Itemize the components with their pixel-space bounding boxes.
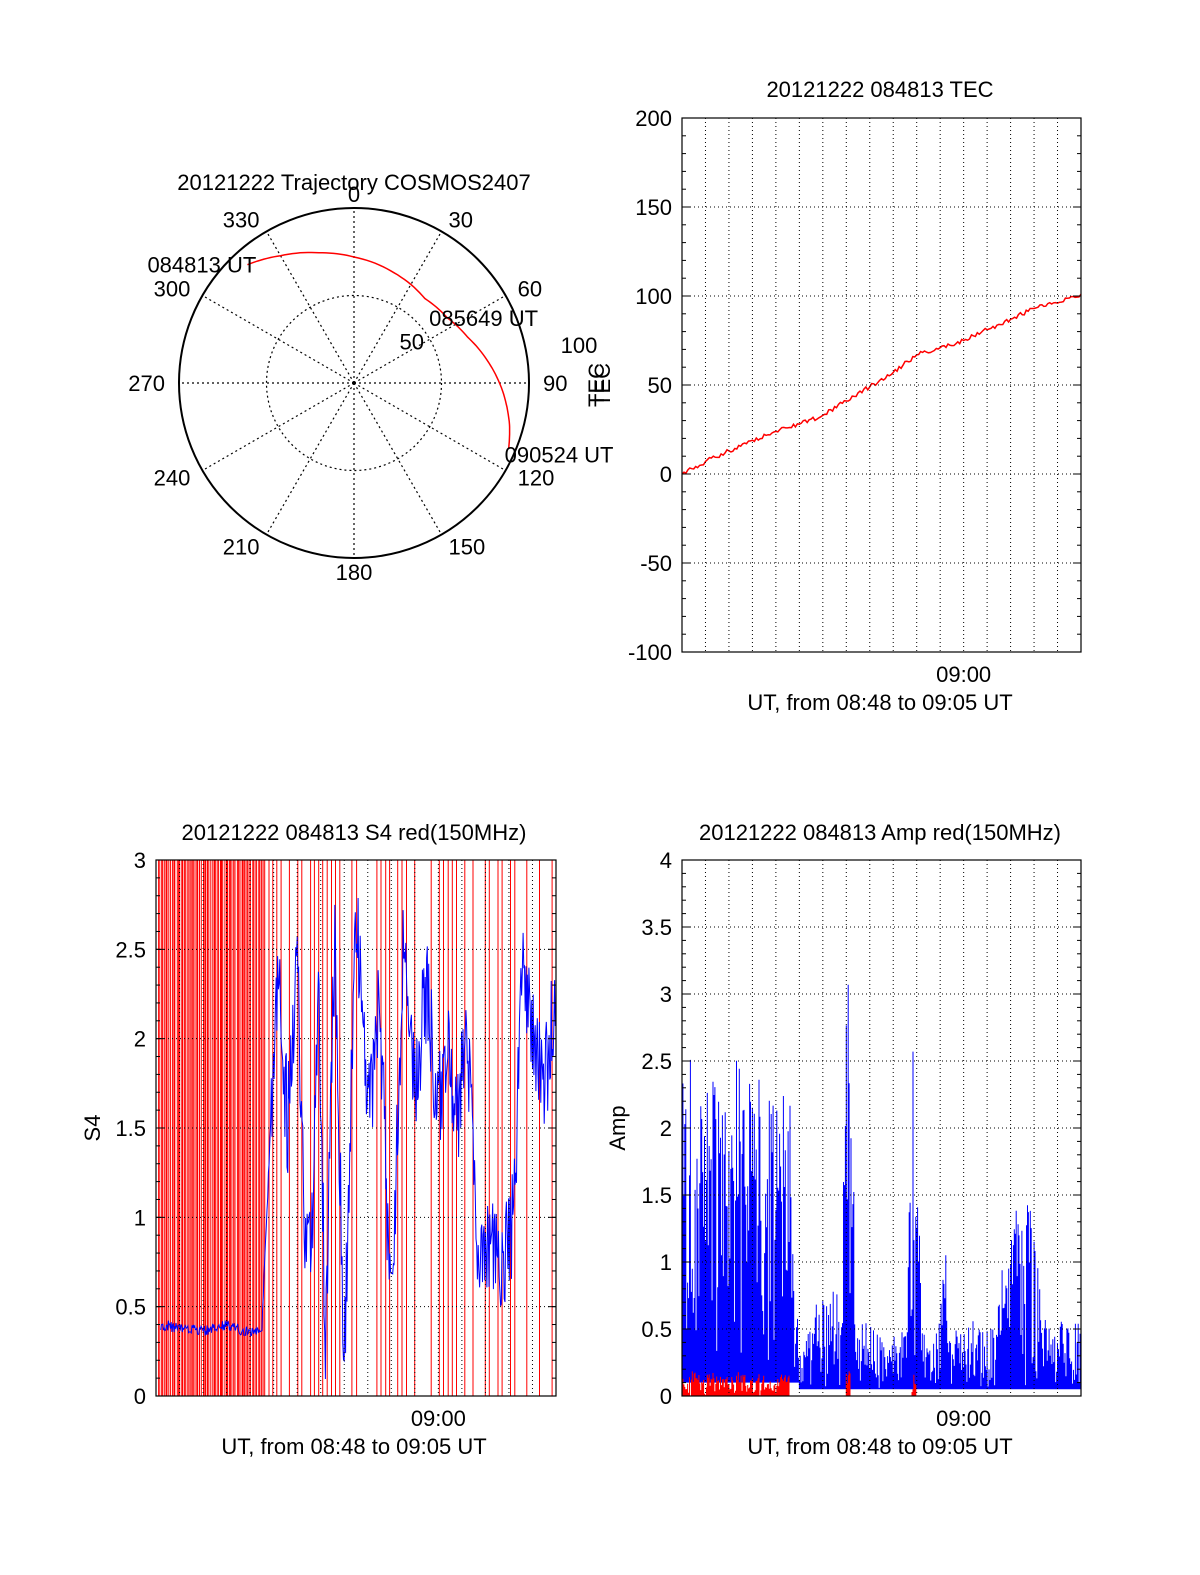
polar-spoke xyxy=(353,294,506,384)
polar-outer-circle xyxy=(178,207,530,559)
y-tick-label: 3 xyxy=(660,982,672,1007)
trajectory-panel: 20121222 Trajectory COSMOS2407 0 30 60 90 12… xyxy=(128,170,613,585)
s4-xlabel: UT, from 08:48 to 09:05 UT xyxy=(221,1434,486,1459)
y-tick-label: 0.5 xyxy=(641,1317,672,1342)
azimuth-label: 90 xyxy=(543,371,567,396)
y-tick-label: 2 xyxy=(660,1116,672,1141)
elevation-ring-label: 100 xyxy=(561,333,598,358)
y-tick-label: 4 xyxy=(660,848,672,873)
tec-plot-area: -100 -50 0 50 100 150 200 09:00 TEC xyxy=(590,106,1082,687)
y-tick-label: 50 xyxy=(648,373,672,398)
polar-spoke xyxy=(265,231,355,384)
azimuth-label: 0 xyxy=(348,182,360,207)
y-tick-label: 0.5 xyxy=(115,1295,146,1320)
x-tick-label: 09:00 xyxy=(411,1406,466,1431)
amp-xlabel: UT, from 08:48 to 09:05 UT xyxy=(747,1434,1012,1459)
azimuth-label: 270 xyxy=(128,371,165,396)
radial-axis-label: TEC xyxy=(584,363,609,407)
y-tick-label: -100 xyxy=(628,640,672,665)
s4-plot-area: 0 0.5 1 1.5 2 2.5 3 09:00 xyxy=(115,848,557,1431)
azimuth-label: 30 xyxy=(449,207,473,232)
polar-spoke xyxy=(202,294,355,384)
amp-plot-area: 0 0.5 1 1.5 2 2.5 3 3.5 4 09:00 xyxy=(641,848,1082,1431)
trajectory-track xyxy=(247,251,511,449)
plot-frame xyxy=(681,859,1082,1397)
elevation-ring-label: 50 xyxy=(400,329,424,354)
tec-xlabel: UT, from 08:48 to 09:05 UT xyxy=(747,690,1012,715)
y-tick-label: 1.5 xyxy=(115,1116,146,1141)
y-tick-label: 100 xyxy=(635,284,672,309)
x-tick-label: 09:00 xyxy=(936,662,991,687)
plot-frame xyxy=(155,859,557,1397)
series-line-0 xyxy=(682,293,1081,475)
y-tick-label: 2 xyxy=(134,1027,146,1052)
polar-spoke xyxy=(353,231,443,384)
y-tick-label: 2.5 xyxy=(115,937,146,962)
time-annotation: 090524 UT xyxy=(505,443,614,468)
y-tick-label: 0 xyxy=(660,1384,672,1409)
tec-title: 20121222 084813 TEC xyxy=(766,77,993,102)
y-tick-label: 2.5 xyxy=(641,1049,672,1074)
s4-ylabel: S4 xyxy=(80,1115,105,1142)
plot-clip-group xyxy=(682,984,1081,1396)
x-tick-label: 09:00 xyxy=(936,1406,991,1431)
amp-ylabel: Amp xyxy=(605,1105,630,1150)
amp-series-0 xyxy=(682,984,1081,1390)
plot-clip-group xyxy=(682,293,1081,475)
polar-spoke xyxy=(353,382,506,472)
y-tick-label: 150 xyxy=(635,195,672,220)
y-tick-label: 200 xyxy=(635,106,672,131)
azimuth-label: 240 xyxy=(154,466,191,491)
azimuth-label: 330 xyxy=(223,207,260,232)
azimuth-label: 180 xyxy=(336,560,373,585)
s4-panel: 20121222 084813 S4 red(150MHz) UT, from … xyxy=(80,820,557,1459)
azimuth-label: 60 xyxy=(518,277,542,302)
tec-ylabel: TEC xyxy=(590,363,615,407)
y-tick-label: 0 xyxy=(134,1384,146,1409)
y-tick-label: 1 xyxy=(660,1250,672,1275)
plot-frame xyxy=(681,117,1082,653)
polar-spoke xyxy=(353,382,443,535)
y-tick-label: 1 xyxy=(134,1205,146,1230)
azimuth-label: 150 xyxy=(449,535,486,560)
y-tick-label: 0 xyxy=(660,462,672,487)
trajectory-title: 20121222 Trajectory COSMOS2407 xyxy=(177,170,530,195)
y-tick-label: 1.5 xyxy=(641,1183,672,1208)
polar-spoke xyxy=(202,382,355,472)
amp-panel: 20121222 084813 Amp red(150MHz) UT, from… xyxy=(605,820,1082,1459)
plot-clip-group xyxy=(156,860,556,1396)
polar-ring-50 xyxy=(265,294,443,472)
polar-spoke xyxy=(265,382,355,535)
azimuth-label: 210 xyxy=(223,535,260,560)
time-annotation: 084813 UT xyxy=(147,253,256,278)
azimuth-label: 300 xyxy=(154,277,191,302)
y-tick-label: 3 xyxy=(134,848,146,873)
y-tick-label: -50 xyxy=(640,551,672,576)
s4-blue-series xyxy=(160,897,556,1380)
s4-title: 20121222 084813 S4 red(150MHz) xyxy=(182,820,527,845)
trajectory-line xyxy=(247,251,511,449)
amp-title: 20121222 084813 Amp red(150MHz) xyxy=(699,820,1061,845)
polar-labels: 0 30 60 90 120 150 180 210 240 270 300 330 50 100 TEC 0… xyxy=(128,182,613,585)
time-annotation: 085649 UT xyxy=(429,306,538,331)
y-tick-label: 3.5 xyxy=(641,915,672,940)
tec-panel: 20121222 084813 TEC UT, from 08:48 to 09… xyxy=(590,77,1082,715)
azimuth-label: 120 xyxy=(518,466,555,491)
